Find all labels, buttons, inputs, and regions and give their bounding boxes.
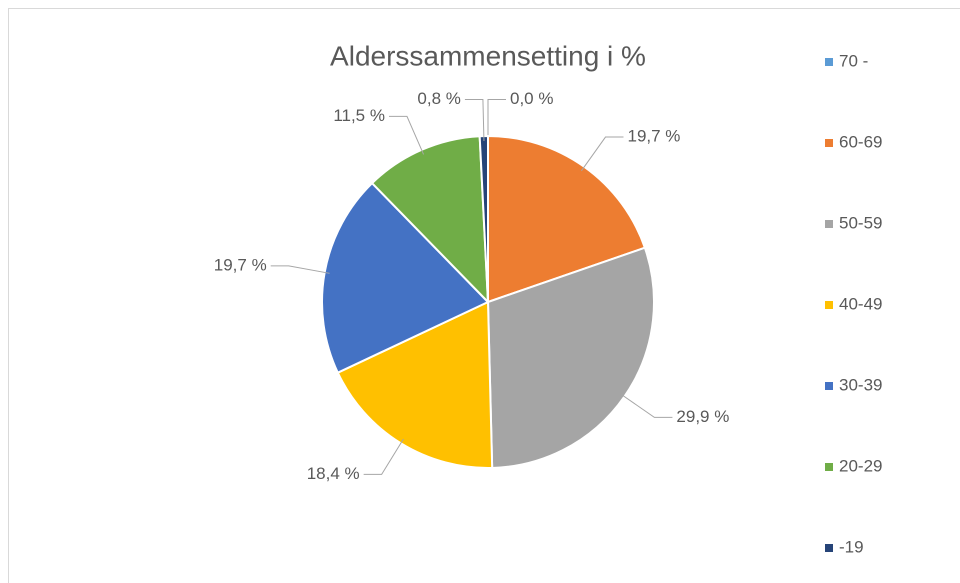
legend-swatch — [825, 382, 833, 390]
data-label: 29,9 % — [676, 407, 729, 426]
chart-title: Alderssammensetting i % — [330, 40, 646, 71]
legend-label: 30-39 — [839, 375, 882, 394]
legend-label: 70 - — [839, 51, 868, 70]
leader-line — [620, 393, 673, 418]
leader-line — [270, 265, 330, 274]
legend-swatch — [825, 463, 833, 471]
data-label: 11,5 % — [333, 106, 385, 125]
legend-label: 60-69 — [839, 132, 882, 151]
leader-line — [581, 136, 624, 172]
data-label: 0,0 % — [510, 89, 553, 108]
legend-swatch — [825, 220, 833, 228]
leader-line — [464, 99, 485, 142]
data-label: 19,7 % — [627, 127, 680, 146]
legend-swatch — [825, 58, 833, 66]
legend-swatch — [825, 301, 833, 309]
leader-line — [487, 98, 506, 141]
legend-swatch — [825, 544, 833, 552]
leader-line — [388, 115, 425, 155]
legend-label: 40-49 — [839, 294, 882, 313]
legend-label: 20-29 — [839, 456, 882, 475]
legend-label: 50-59 — [839, 213, 882, 232]
data-label: 18,4 % — [307, 464, 360, 483]
legend-swatch — [825, 139, 833, 147]
leader-line — [363, 438, 404, 475]
data-label: 0,8 % — [417, 89, 460, 108]
data-label: 19,7 % — [214, 255, 267, 274]
legend-label: -19 — [839, 537, 864, 556]
